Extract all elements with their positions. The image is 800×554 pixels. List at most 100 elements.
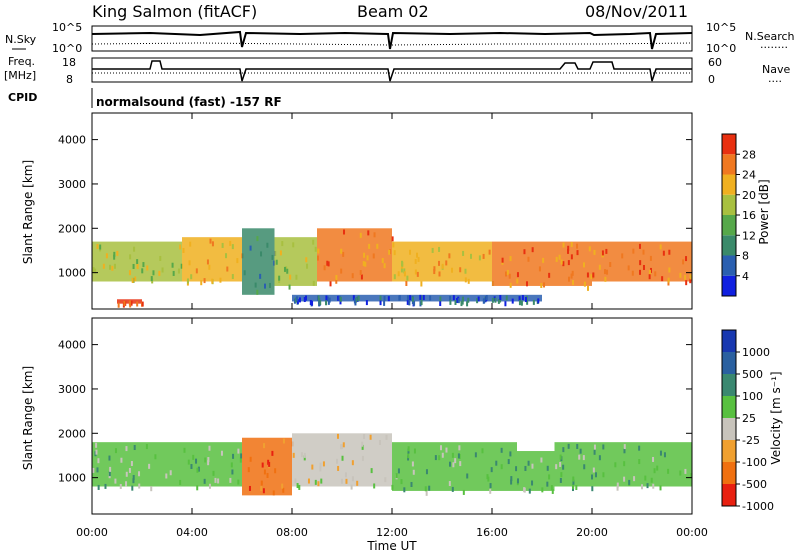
power-speckle bbox=[142, 262, 145, 268]
power-speckle bbox=[391, 236, 394, 242]
power-speckle bbox=[642, 249, 645, 255]
date-title: 08/Nov/2011 bbox=[585, 2, 688, 21]
power-speckle bbox=[364, 261, 367, 267]
velocity-speckle bbox=[452, 462, 455, 468]
power-band-4 bbox=[317, 228, 392, 282]
power-speckle bbox=[109, 264, 112, 270]
power-y-axis: 1000 2000 3000 4000 bbox=[58, 134, 692, 280]
power-speckle bbox=[208, 264, 211, 270]
power-speckle bbox=[325, 300, 328, 306]
power-speckle bbox=[568, 276, 571, 282]
power-speckle bbox=[286, 268, 289, 274]
power-speckle bbox=[342, 251, 345, 257]
velocity-speckle bbox=[517, 478, 520, 484]
velocity-speckle bbox=[410, 481, 413, 487]
y-tick-label: 3000 bbox=[58, 178, 86, 191]
velocity-speckle bbox=[351, 476, 354, 482]
power-speckle bbox=[295, 274, 298, 280]
power-speckle bbox=[593, 249, 596, 255]
velocity-speckle bbox=[203, 478, 206, 484]
power-speckle bbox=[203, 278, 206, 284]
power-colorbar-segment bbox=[722, 215, 736, 236]
power-speckle bbox=[317, 248, 320, 254]
velocity-speckle bbox=[212, 470, 215, 476]
power-speckle bbox=[570, 241, 573, 247]
velocity-speckle bbox=[307, 478, 310, 484]
power-speckle bbox=[508, 273, 511, 279]
power-speckle bbox=[461, 299, 464, 305]
velocity-speckle bbox=[150, 486, 153, 492]
velocity-speckle bbox=[125, 446, 128, 452]
power-speckle bbox=[289, 274, 292, 280]
velocity-speckle bbox=[248, 485, 251, 491]
velocity-speckle bbox=[132, 475, 135, 481]
power-panel bbox=[92, 228, 692, 308]
power-speckle bbox=[357, 295, 360, 301]
velocity-speckle bbox=[591, 474, 594, 480]
velocity-speckle bbox=[298, 484, 301, 490]
power-speckle bbox=[452, 295, 455, 301]
power-speckle bbox=[229, 240, 232, 246]
power-speckle bbox=[367, 230, 370, 236]
velocity-speckle bbox=[623, 476, 626, 482]
power-speckle bbox=[327, 261, 330, 267]
velocity-speckle bbox=[361, 444, 364, 450]
velocity-speckle bbox=[230, 462, 233, 468]
power-speckle bbox=[504, 271, 507, 277]
power-speckle bbox=[570, 254, 573, 260]
power-speckle bbox=[323, 265, 326, 271]
power-speckle bbox=[456, 298, 459, 304]
power-speckle bbox=[273, 260, 276, 266]
velocity-speckle bbox=[509, 451, 512, 457]
velocity-speckle bbox=[559, 461, 562, 467]
power-speckle bbox=[588, 246, 591, 252]
power-speckle bbox=[236, 258, 239, 264]
power-speckle bbox=[401, 261, 404, 267]
noise-tick-left-top: 10^5 bbox=[52, 21, 82, 34]
power-speckle bbox=[362, 261, 365, 267]
velocity-speckle bbox=[196, 485, 199, 491]
power-speckle bbox=[526, 299, 529, 305]
velocity-speckle bbox=[500, 464, 503, 470]
power-speckle bbox=[99, 244, 102, 250]
power-speckle bbox=[494, 297, 497, 303]
power-speckle bbox=[419, 294, 422, 300]
power-speckle bbox=[464, 277, 467, 283]
velocity-speckle bbox=[262, 488, 265, 494]
velocity-speckle bbox=[268, 461, 271, 467]
power-speckle bbox=[363, 252, 366, 258]
power-speckle bbox=[189, 241, 192, 247]
power-speckle bbox=[283, 266, 286, 272]
power-speckle bbox=[537, 298, 540, 304]
power-speckle bbox=[409, 249, 412, 255]
freq-line bbox=[92, 60, 692, 82]
velocity-speckle bbox=[336, 458, 339, 464]
power-speckle bbox=[123, 300, 126, 306]
velocity-speckle bbox=[132, 478, 135, 484]
velocity-speckle bbox=[540, 457, 543, 463]
power-speckle bbox=[441, 263, 444, 269]
velocity-speckle bbox=[237, 448, 240, 454]
velocity-speckle bbox=[130, 460, 133, 466]
velocity-speckle bbox=[95, 449, 98, 455]
power-speckle bbox=[464, 268, 467, 274]
power-speckle bbox=[136, 263, 139, 269]
power-speckle bbox=[136, 301, 139, 307]
cpid-label: CPID bbox=[8, 91, 37, 104]
velocity-speckle bbox=[531, 463, 534, 469]
velocity-speckle bbox=[411, 461, 414, 467]
velocity-speckle bbox=[594, 472, 597, 478]
power-speckle bbox=[679, 272, 682, 278]
power-speckle bbox=[116, 250, 119, 256]
nsky-line bbox=[91, 30, 693, 50]
power-speckle bbox=[516, 272, 519, 278]
power-speckle bbox=[393, 274, 396, 280]
velocity-speckle bbox=[282, 438, 285, 444]
power-speckle bbox=[466, 301, 469, 307]
power-speckle bbox=[298, 297, 301, 303]
velocity-colorbar-tick-label: 1000 bbox=[742, 346, 770, 359]
power-speckle bbox=[685, 256, 688, 262]
velocity-speckle bbox=[592, 467, 595, 473]
power-speckle bbox=[523, 249, 526, 255]
